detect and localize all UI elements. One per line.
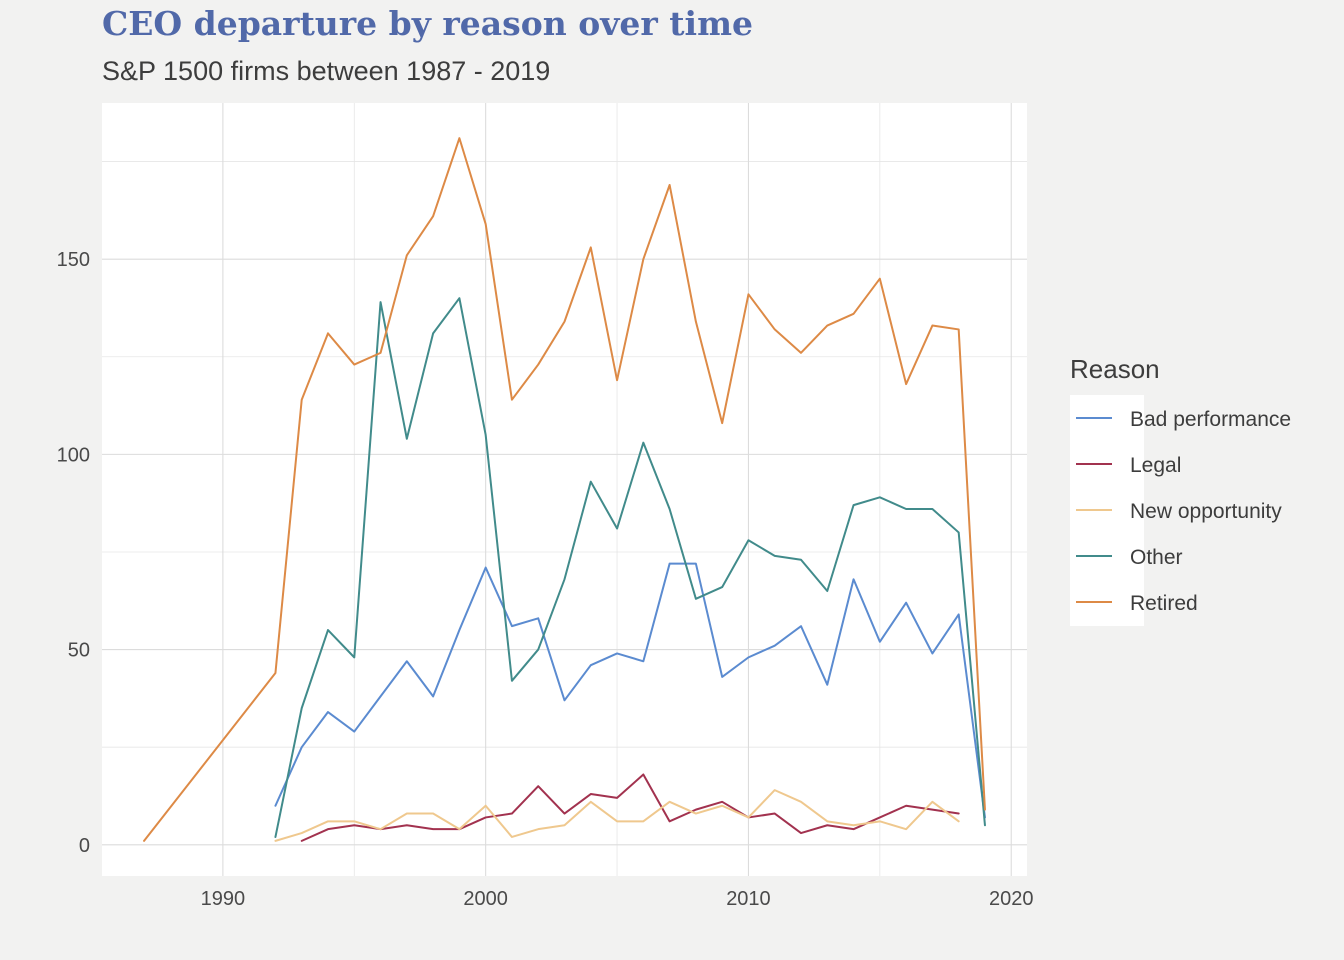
plot-background (102, 103, 1027, 876)
legend-label: Legal (1130, 454, 1181, 477)
y-tick-label: 150 (57, 249, 90, 271)
y-tick-label: 0 (79, 835, 90, 857)
x-tick-label: 2020 (989, 888, 1034, 910)
legend-label: New opportunity (1130, 500, 1282, 523)
legend-title: Reason (1070, 354, 1160, 384)
x-tick-label: 2010 (726, 888, 771, 910)
y-tick-label: 100 (57, 444, 90, 466)
series-line-other (274, 297, 986, 838)
x-tick-label: 2000 (463, 888, 508, 910)
grid-lines (102, 103, 1027, 876)
x-tick-label: 1990 (201, 888, 246, 910)
series-line-new-opportunity (274, 789, 960, 842)
legend: Reason Bad performance Legal New opportunit… (1070, 354, 1291, 626)
legend-label: Other (1130, 546, 1183, 569)
y-tick-label: 50 (68, 640, 90, 662)
series-lines (143, 137, 986, 842)
axis-tick-labels: 0 50 100 150 1990 2000 2010 2020 (57, 249, 1034, 910)
plot-panel (102, 103, 1027, 876)
legend-label: Bad performance (1130, 408, 1291, 431)
series-line-bad-performance (274, 562, 986, 819)
chart-title: CEO departure by reason over time (102, 4, 753, 43)
series-line-legal (300, 773, 960, 842)
chart-subtitle: S&P 1500 firms between 1987 - 2019 (102, 56, 551, 86)
series-line-retired (143, 137, 986, 842)
legend-label: Retired (1130, 592, 1198, 615)
